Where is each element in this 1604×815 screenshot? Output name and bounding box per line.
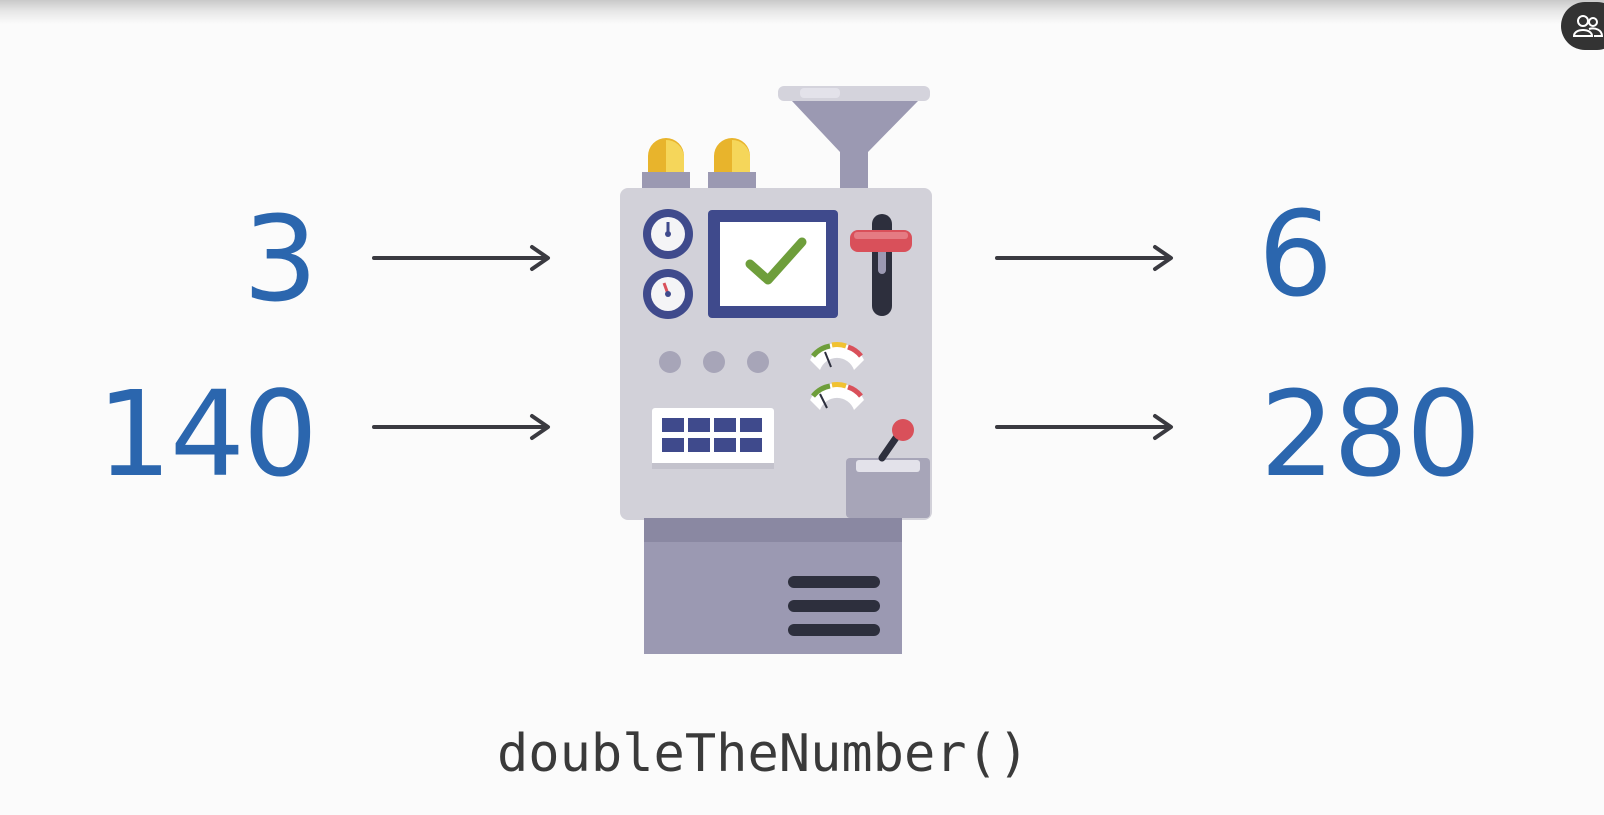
top-shadow-bar [0,0,1604,24]
output-number-280: 280 [1260,365,1481,503]
user-group-button[interactable] [1561,2,1604,50]
checkmark-icon [745,237,807,285]
input-number-140: 140 [96,365,318,503]
arrow-right-icon [372,414,550,440]
arrow-right-icon [372,245,550,271]
user-group-icon [1573,15,1603,37]
machine-illustration [620,86,932,654]
arrow-right-icon [995,245,1173,271]
input-number-3: 3 [242,190,318,328]
arrow-right-icon [995,414,1173,440]
function-label: doubleTheNumber() [497,724,1030,784]
output-number-6: 6 [1258,185,1333,323]
